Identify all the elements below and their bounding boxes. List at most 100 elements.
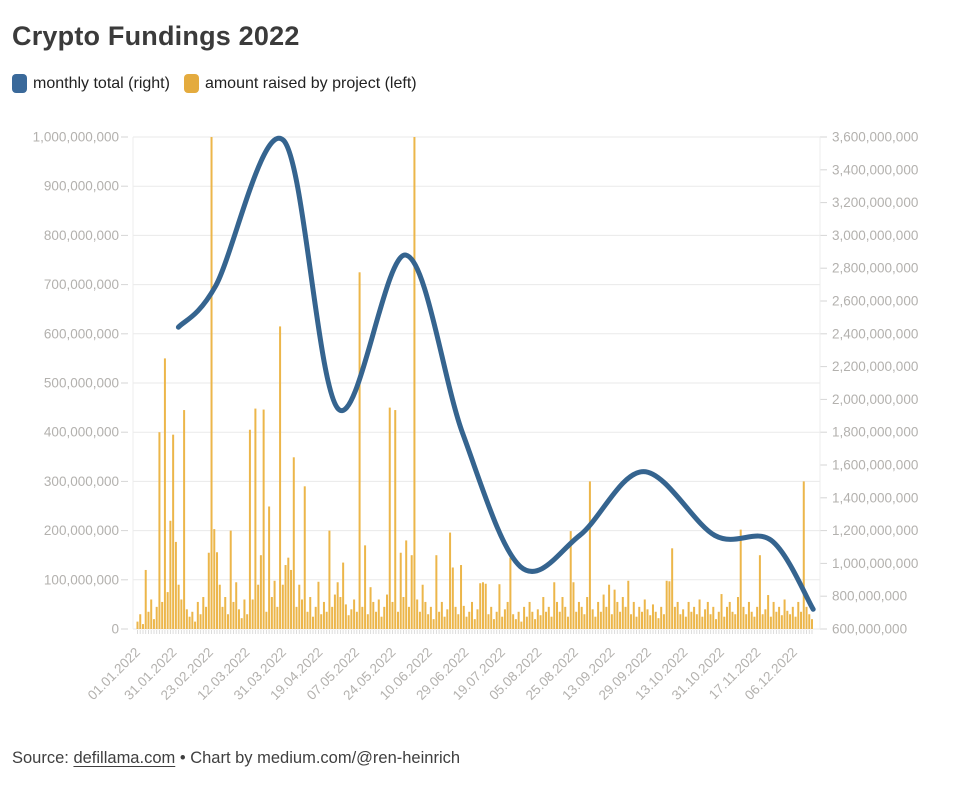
legend: monthly total (right) amount raised by p… xyxy=(12,74,960,93)
right-axis-tick-label: 3,000,000,000 xyxy=(832,228,918,243)
project-funding-bar xyxy=(586,597,589,629)
project-funding-bar xyxy=(402,597,405,629)
project-funding-bar xyxy=(268,506,271,629)
left-axis-tick-label: 1,000,000,000 xyxy=(33,130,119,145)
project-funding-bar xyxy=(353,599,356,629)
project-funding-bar xyxy=(152,619,155,629)
project-funding-bar xyxy=(512,614,515,629)
project-funding-bar xyxy=(726,606,728,629)
project-funding-bar xyxy=(468,611,471,629)
project-funding-bar xyxy=(564,606,567,629)
axis-tick-marks xyxy=(121,136,827,630)
left-axis-tick-label: 100,000,000 xyxy=(44,572,119,587)
project-funding-bar xyxy=(248,429,251,629)
project-funding-bar xyxy=(786,610,789,629)
project-funding-bar xyxy=(386,594,389,629)
project-funding-bar xyxy=(616,601,619,629)
project-funding-bar xyxy=(172,434,175,629)
right-axis-tick-label: 3,200,000,000 xyxy=(832,195,918,210)
project-funding-bar xyxy=(226,614,229,629)
project-funding-bar xyxy=(240,618,243,629)
left-axis-tick-label: 700,000,000 xyxy=(44,277,119,292)
gridlines xyxy=(133,136,820,630)
project-funding-bar xyxy=(594,616,597,629)
project-funding-bar xyxy=(580,606,583,629)
project-funding-bar xyxy=(161,601,164,629)
project-funding-bar xyxy=(205,606,208,629)
project-funding-bar xyxy=(358,272,361,629)
project-funding-bar xyxy=(775,611,778,629)
right-axis-tick-label: 2,400,000,000 xyxy=(832,326,918,341)
project-funding-bar xyxy=(232,601,235,629)
project-funding-bar xyxy=(802,481,805,629)
project-funding-bar xyxy=(377,599,380,629)
legend-item-monthly-total: monthly total (right) xyxy=(12,74,170,93)
project-funding-bar xyxy=(621,597,624,629)
project-funding-bar xyxy=(750,611,753,629)
project-funding-bar xyxy=(734,614,737,629)
project-funding-bar xyxy=(150,599,153,629)
project-funding-bar xyxy=(509,557,512,629)
project-funding-bar xyxy=(747,601,750,629)
project-funding-bar xyxy=(158,432,161,629)
project-funding-bar xyxy=(739,529,742,629)
project-funding-bar xyxy=(608,584,611,629)
project-funding-bar xyxy=(180,599,183,629)
project-funding-bar xyxy=(394,410,397,629)
project-funding-bar xyxy=(492,619,495,629)
x-axis-category-ticks xyxy=(137,630,813,634)
project-funding-bar xyxy=(698,599,701,629)
project-funding-bar xyxy=(243,599,246,629)
project-funding-bar xyxy=(388,407,391,629)
right-axis-tick-label: 1,200,000,000 xyxy=(832,523,918,538)
project-funding-bar xyxy=(336,582,339,629)
project-funding-bar xyxy=(317,581,320,629)
project-funding-bar xyxy=(443,616,446,629)
source-line: Source: defillama.com • Chart by medium.… xyxy=(12,749,972,768)
project-funding-bar xyxy=(682,609,685,629)
project-funding-bar xyxy=(185,609,188,629)
project-funding-bar xyxy=(736,597,739,629)
project-funding-bar xyxy=(380,616,383,629)
left-axis-tick-label: 500,000,000 xyxy=(44,376,119,391)
project-funding-bar xyxy=(333,594,336,629)
project-funding-bar xyxy=(531,611,534,629)
project-funding-bar xyxy=(789,614,792,629)
project-funding-bar xyxy=(191,611,194,629)
project-funding-bar xyxy=(545,611,548,629)
legend-item-amount-raised: amount raised by project (left) xyxy=(183,74,417,93)
project-funding-bar xyxy=(322,601,325,629)
project-funding-bar xyxy=(292,457,295,629)
project-funding-bar xyxy=(490,606,493,629)
legend-label-monthly-total: monthly total (right) xyxy=(33,74,170,92)
project-funding-bar xyxy=(671,548,674,629)
project-funding-bar xyxy=(196,601,199,629)
project-funding-bar xyxy=(355,611,358,629)
project-funding-bar xyxy=(536,609,539,629)
project-funding-bar xyxy=(476,609,479,629)
legend-swatch-yellow xyxy=(183,74,199,93)
project-funding-bar xyxy=(405,540,408,629)
project-funding-bar xyxy=(602,594,605,629)
project-funding-bar xyxy=(320,614,323,629)
project-funding-bar xyxy=(624,606,627,629)
project-funding-bar xyxy=(265,611,268,629)
project-funding-bar xyxy=(147,611,150,629)
project-funding-bar xyxy=(366,614,369,629)
source-link[interactable]: defillama.com xyxy=(73,749,176,767)
project-funding-bar xyxy=(295,606,298,629)
project-funding-bar xyxy=(221,606,224,629)
source-suffix: • Chart by medium.com/@ren-heinrich xyxy=(175,749,461,767)
project-funding-bar xyxy=(383,606,386,629)
left-axis-tick-label: 900,000,000 xyxy=(44,179,119,194)
right-axis-tick-label: 800,000,000 xyxy=(832,589,907,604)
project-funding-bar xyxy=(769,616,772,629)
project-funding-bar xyxy=(372,601,375,629)
project-funding-bar xyxy=(484,583,487,629)
project-funding-bar xyxy=(800,611,803,629)
project-funding-bar xyxy=(276,606,279,629)
project-funding-bar xyxy=(473,619,476,629)
project-funding-bar xyxy=(758,555,761,629)
project-funding-bar xyxy=(246,614,249,629)
